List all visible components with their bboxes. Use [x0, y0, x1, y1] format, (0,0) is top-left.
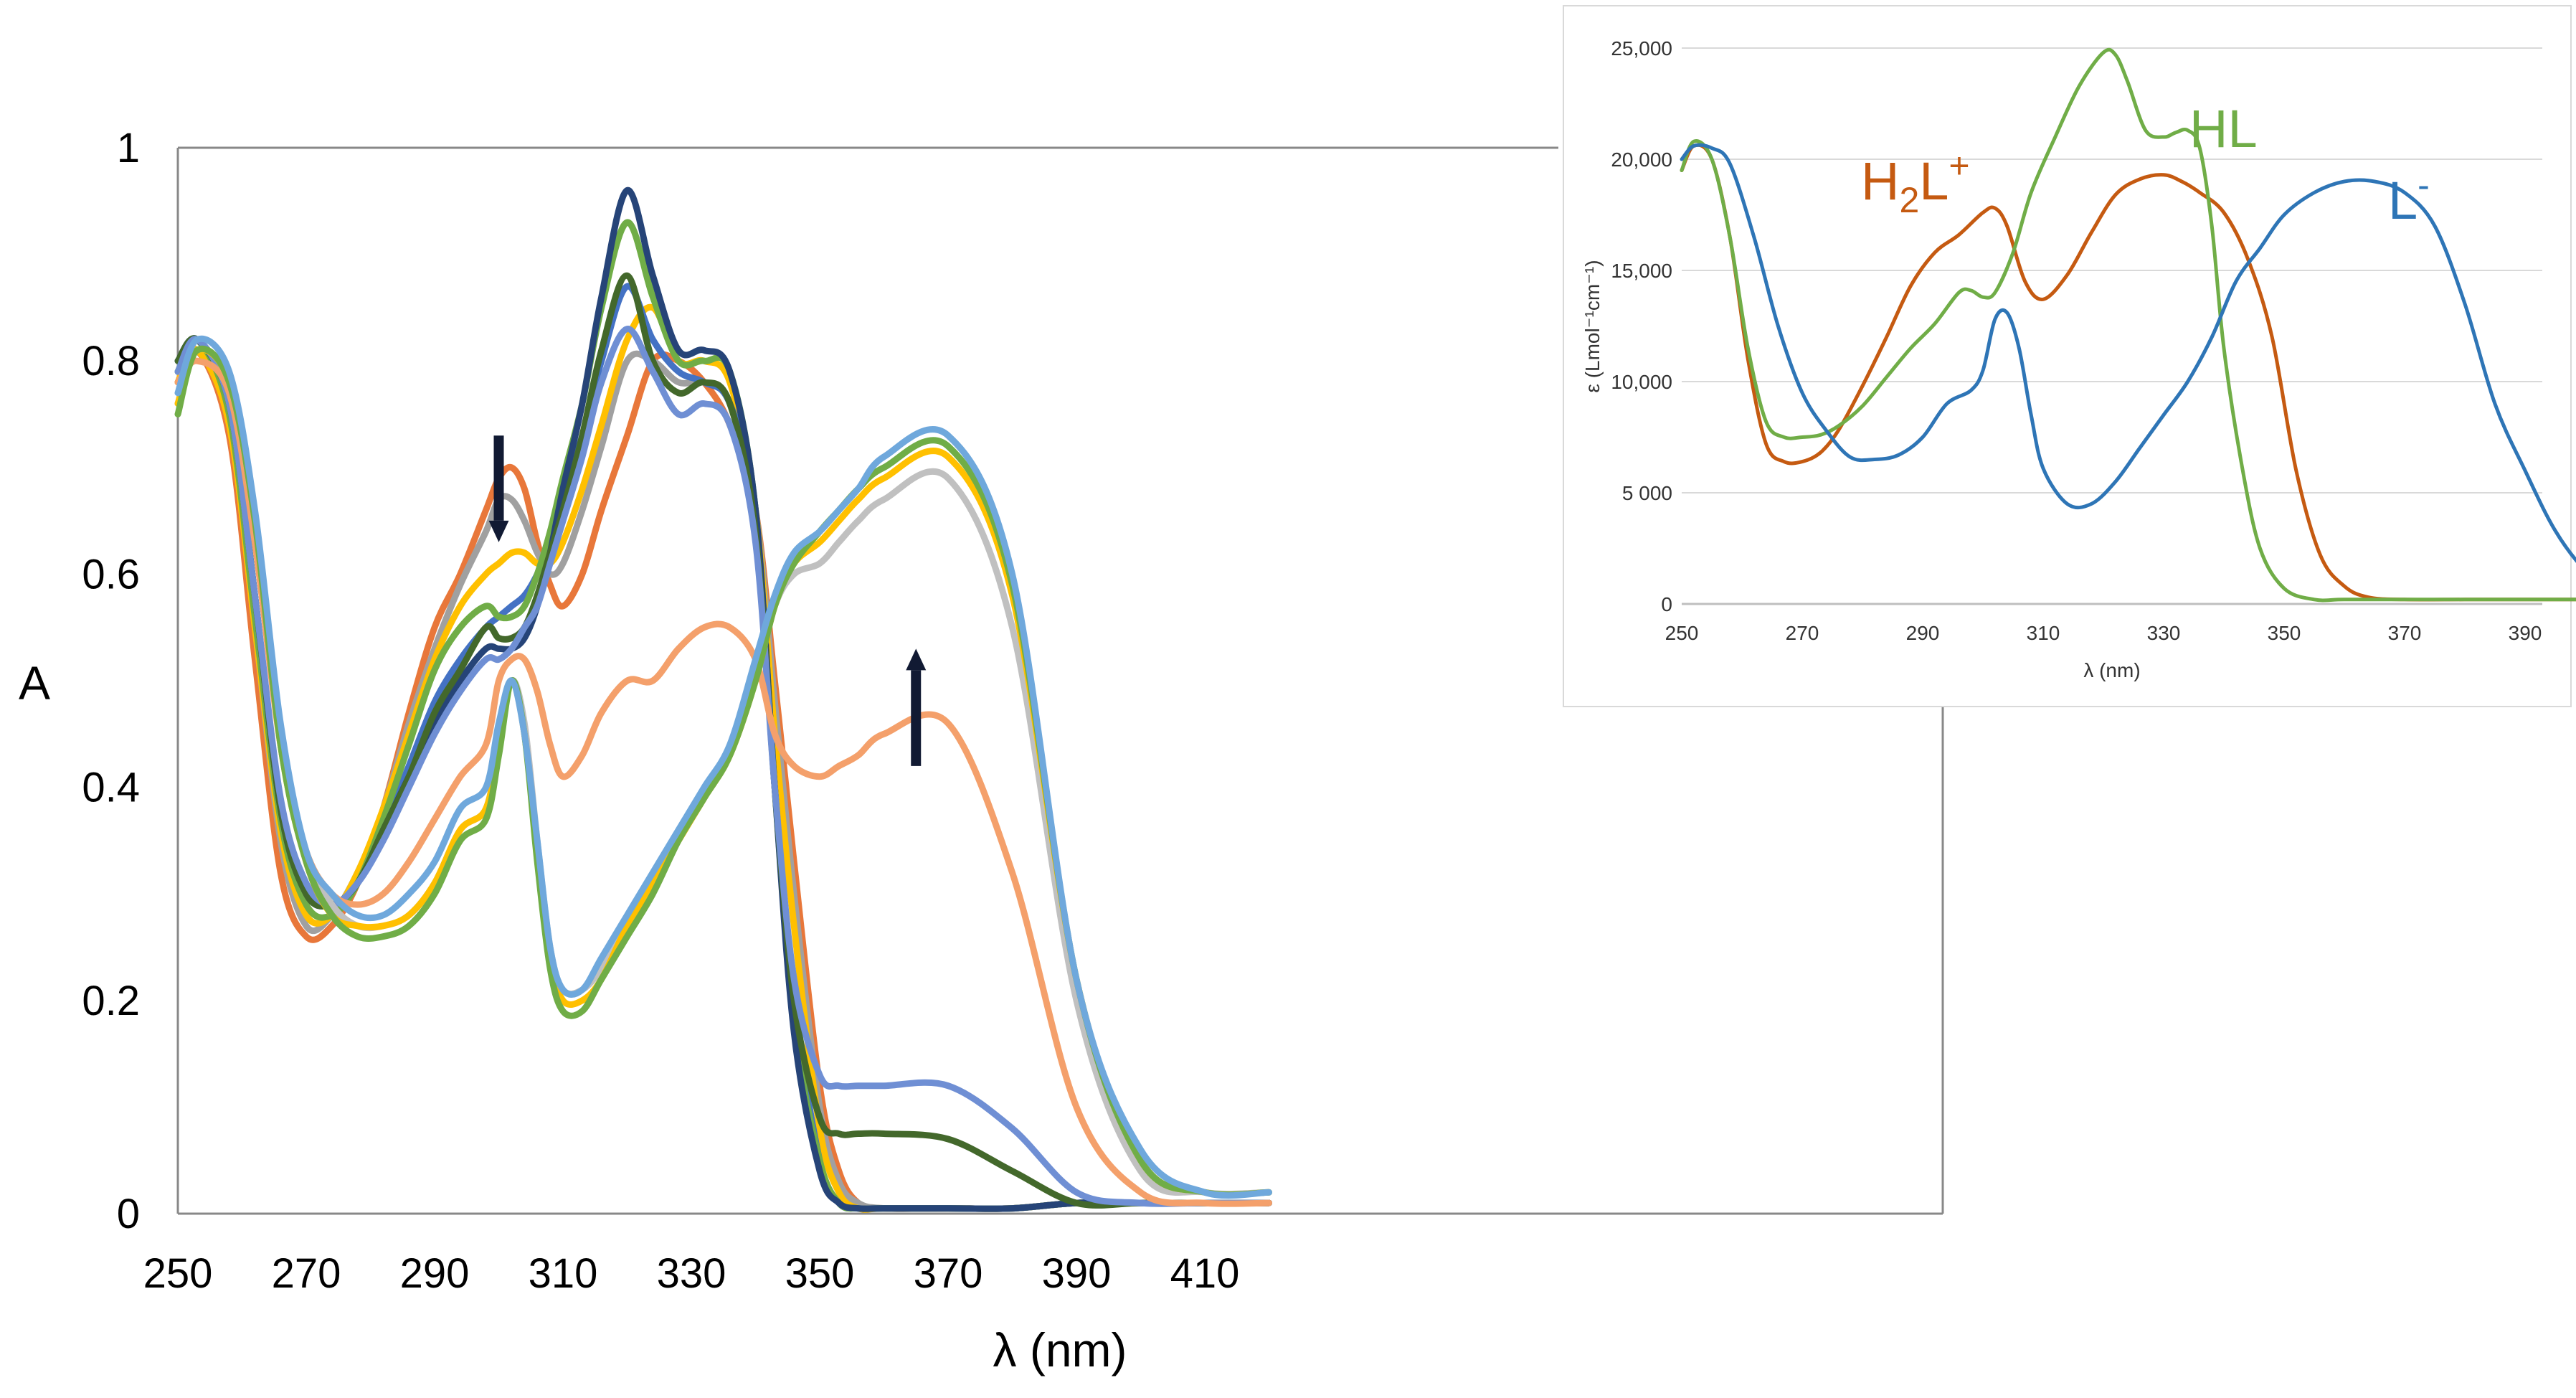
inset-x-tick-330: 330	[2147, 622, 2181, 644]
inset-y-tick-4: 20,000	[1611, 148, 1672, 171]
arrow-down	[488, 435, 509, 542]
species-l-sup: -	[2418, 165, 2430, 205]
main-x-tick-310: 310	[529, 1250, 598, 1297]
inset-frame	[1563, 5, 2572, 707]
inset-gridlines	[1682, 47, 2542, 493]
main-series-c8	[174, 326, 1272, 1207]
main-y-tick-1: 1	[117, 125, 140, 171]
inset-series-group	[1680, 47, 2576, 603]
main-x-tick-250: 250	[143, 1250, 213, 1297]
inset-x-tick-250: 250	[1665, 622, 1699, 644]
arrow-down-head	[488, 520, 509, 542]
inset-series-1	[1680, 47, 2576, 603]
main-series-c13	[174, 335, 1272, 1199]
main-series-c6	[174, 186, 1272, 1212]
main-x-axis-title: λ (nm)	[993, 1323, 1127, 1376]
inset-x-axis-title: λ (nm)	[2083, 659, 2140, 681]
inset-y-axis-title: ε (Lmol⁻¹cm⁻¹)	[1581, 260, 1604, 392]
inset-x-tick-310: 310	[2027, 622, 2060, 644]
main-x-tick-270: 270	[272, 1250, 341, 1297]
main-x-tick-410: 410	[1170, 1250, 1240, 1297]
inset-y-tick-0: 0	[1661, 593, 1672, 615]
species-label-hl: HL	[2189, 99, 2258, 159]
main-y-tick-labels: 0 0.2 0.4 0.6 0.8 1	[82, 125, 140, 1237]
main-x-tick-390: 390	[1042, 1250, 1112, 1297]
main-y-tick-0.4: 0.4	[82, 765, 140, 811]
main-y-axis-title: A	[19, 656, 50, 709]
main-y-tick-0.6: 0.6	[82, 551, 140, 598]
main-series-group	[174, 186, 1272, 1213]
inset-x-tick-270: 270	[1786, 622, 1819, 644]
inset-y-tick-1: 5 000	[1622, 482, 1672, 504]
inset-series-0	[1680, 143, 2576, 602]
main-series-c2	[174, 346, 1272, 1212]
inset-y-tick-labels: 0 5 000 10,000 15,000 20,000 25,000	[1611, 37, 1672, 615]
main-series-c12	[174, 345, 1272, 1199]
inset-y-tick-3: 15,000	[1611, 260, 1672, 282]
main-chart: 250 270 290 310 330 350 370 390 410 0 0.2 0.4 0.6 0.…	[19, 125, 1944, 1376]
inset-y-tick-2: 10,000	[1611, 371, 1672, 393]
inset-x-tick-350: 350	[2268, 622, 2301, 644]
arrow-up-head	[906, 648, 927, 671]
species-h2l-sub: 2	[1899, 180, 1919, 220]
species-label-l: L-	[2388, 165, 2430, 230]
species-label-h2l: H2L+	[1861, 146, 1970, 220]
main-y-tick-0.2: 0.2	[82, 978, 140, 1024]
species-l-l: L	[2388, 171, 2418, 230]
species-h2l-l: L	[1919, 151, 1948, 211]
species-h2l-sup: +	[1948, 146, 1969, 186]
main-arrows	[488, 435, 927, 766]
inset-x-tick-390: 390	[2509, 622, 2542, 644]
inset-y-tick-5: 25,000	[1611, 37, 1672, 60]
main-x-tick-290: 290	[400, 1250, 470, 1297]
main-x-tick-labels: 250 270 290 310 330 350 370 390 410	[143, 1250, 1240, 1297]
main-x-tick-350: 350	[785, 1250, 855, 1297]
inset-x-tick-290: 290	[1906, 622, 1940, 644]
main-x-tick-370: 370	[914, 1250, 983, 1297]
species-h2l-h: H	[1861, 151, 1899, 211]
arrow-up	[906, 648, 927, 766]
inset-x-tick-370: 370	[2388, 622, 2422, 644]
inset-series-2	[1680, 143, 2576, 563]
main-x-tick-330: 330	[657, 1250, 726, 1297]
main-y-tick-0: 0	[117, 1191, 140, 1237]
main-y-tick-0.8: 0.8	[82, 338, 140, 384]
main-series-c7	[174, 272, 1272, 1209]
